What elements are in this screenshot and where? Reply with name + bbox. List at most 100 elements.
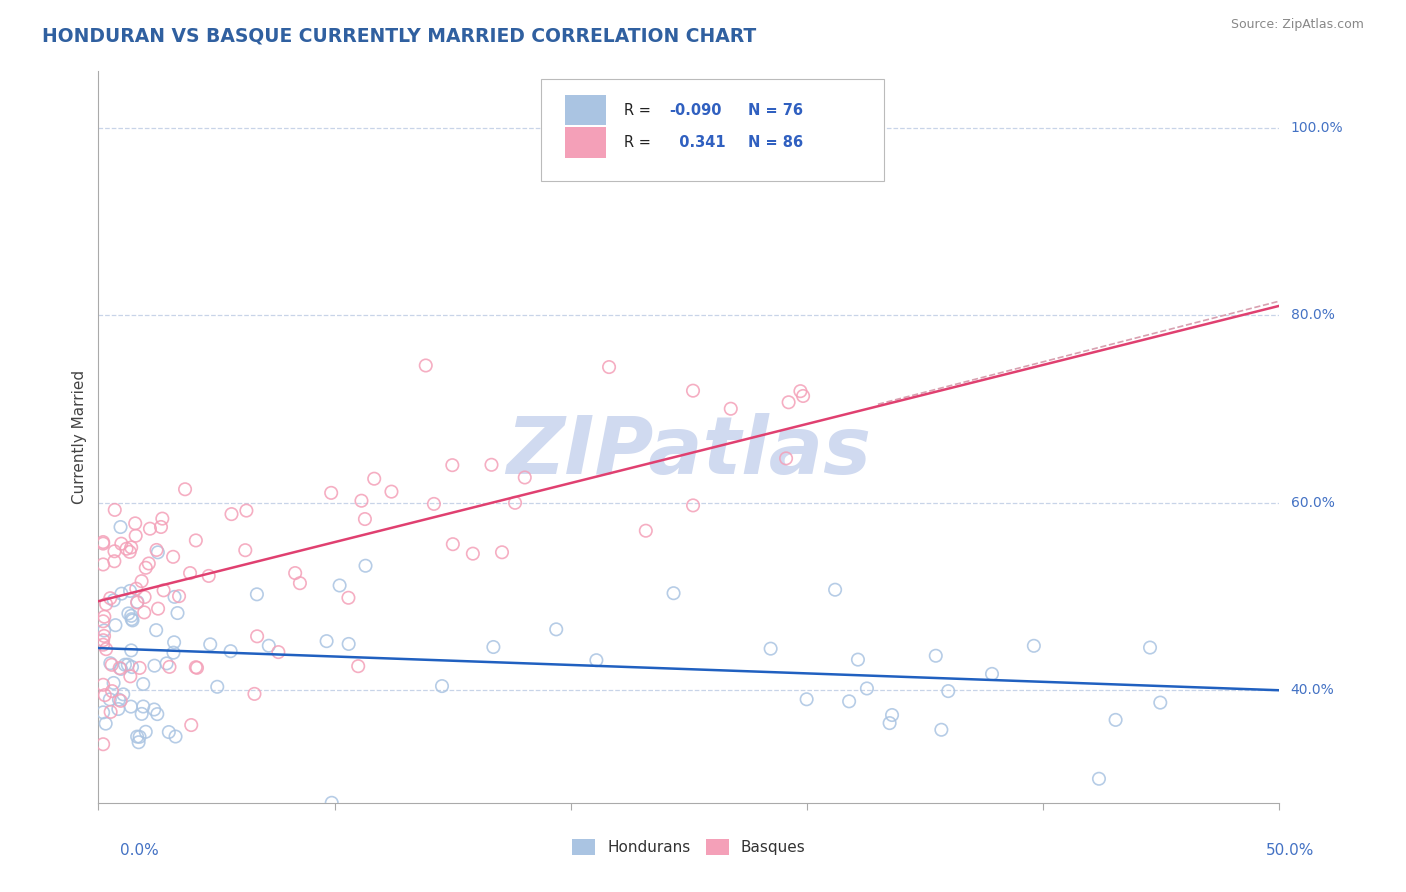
- Point: [315, 634, 337, 648]
- Point: [824, 582, 846, 597]
- Point: [146, 707, 169, 722]
- Point: [152, 583, 174, 598]
- Point: [778, 395, 800, 409]
- Text: Source: ZipAtlas.com: Source: ZipAtlas.com: [1230, 18, 1364, 31]
- Text: N = 86: N = 86: [748, 135, 803, 150]
- Point: [138, 557, 160, 571]
- Text: HONDURAN VS BASQUE CURRENTLY MARRIED CORRELATION CHART: HONDURAN VS BASQUE CURRENTLY MARRIED COR…: [42, 27, 756, 45]
- Point: [197, 569, 219, 583]
- Point: [354, 512, 377, 526]
- Point: [1104, 713, 1126, 727]
- Point: [91, 615, 114, 629]
- Point: [103, 676, 125, 690]
- Point: [174, 482, 197, 496]
- Point: [634, 524, 657, 538]
- Point: [243, 687, 266, 701]
- Point: [288, 576, 311, 591]
- Point: [150, 511, 173, 525]
- Point: [267, 645, 290, 659]
- Point: [838, 694, 860, 708]
- Point: [321, 486, 343, 500]
- Point: [682, 384, 704, 398]
- Text: 0.0%: 0.0%: [120, 843, 159, 858]
- Point: [350, 493, 373, 508]
- Point: [91, 536, 114, 550]
- Point: [107, 702, 129, 716]
- Point: [546, 623, 568, 637]
- Point: [135, 561, 157, 575]
- Point: [110, 537, 132, 551]
- Point: [856, 681, 879, 696]
- Point: [321, 796, 343, 810]
- Point: [423, 497, 446, 511]
- Point: [184, 660, 207, 674]
- Text: R =: R =: [624, 135, 655, 150]
- Point: [491, 545, 513, 559]
- Point: [103, 544, 125, 558]
- Point: [789, 384, 811, 399]
- Point: [118, 545, 141, 559]
- Point: [143, 658, 166, 673]
- Point: [598, 360, 620, 375]
- Text: -0.090: -0.090: [669, 103, 721, 118]
- Point: [931, 723, 953, 737]
- Point: [134, 590, 156, 604]
- Point: [481, 458, 503, 472]
- Point: [93, 609, 115, 624]
- Point: [131, 706, 153, 721]
- Point: [103, 593, 125, 607]
- Point: [461, 547, 484, 561]
- Text: ZIPatlas: ZIPatlas: [506, 413, 872, 491]
- Point: [925, 648, 948, 663]
- Point: [162, 549, 184, 564]
- Point: [1139, 640, 1161, 655]
- Point: [720, 401, 742, 416]
- Point: [117, 607, 139, 621]
- Point: [184, 533, 207, 548]
- Point: [441, 458, 464, 472]
- Point: [219, 644, 242, 658]
- Point: [91, 706, 114, 720]
- Point: [682, 499, 704, 513]
- Point: [91, 737, 114, 751]
- Point: [936, 684, 959, 698]
- Point: [159, 660, 181, 674]
- Point: [846, 652, 869, 666]
- Text: 80.0%: 80.0%: [1291, 308, 1334, 322]
- Point: [981, 666, 1004, 681]
- Point: [127, 595, 149, 609]
- Legend: Hondurans, Basques: Hondurans, Basques: [567, 833, 811, 861]
- Point: [155, 657, 177, 671]
- Point: [98, 591, 121, 606]
- Point: [91, 535, 114, 549]
- Point: [179, 566, 201, 580]
- Point: [108, 661, 131, 675]
- Point: [121, 614, 143, 628]
- Point: [157, 725, 180, 739]
- Text: 50.0%: 50.0%: [1267, 843, 1315, 858]
- Point: [163, 590, 186, 604]
- Text: 100.0%: 100.0%: [1291, 120, 1343, 135]
- Point: [146, 545, 169, 559]
- Point: [246, 587, 269, 601]
- Point: [120, 608, 142, 623]
- Point: [233, 543, 256, 558]
- Point: [880, 708, 903, 723]
- Point: [146, 601, 169, 615]
- Point: [329, 578, 352, 592]
- Point: [103, 554, 125, 568]
- Point: [796, 692, 818, 706]
- Point: [1149, 696, 1171, 710]
- Point: [120, 583, 142, 598]
- Point: [363, 472, 385, 486]
- Point: [186, 661, 208, 675]
- Point: [1088, 772, 1111, 786]
- Point: [132, 677, 155, 691]
- Point: [347, 659, 370, 673]
- Point: [117, 657, 139, 672]
- Point: [180, 718, 202, 732]
- Point: [121, 612, 143, 626]
- Point: [94, 597, 117, 611]
- Point: [128, 735, 150, 749]
- Point: [110, 694, 132, 708]
